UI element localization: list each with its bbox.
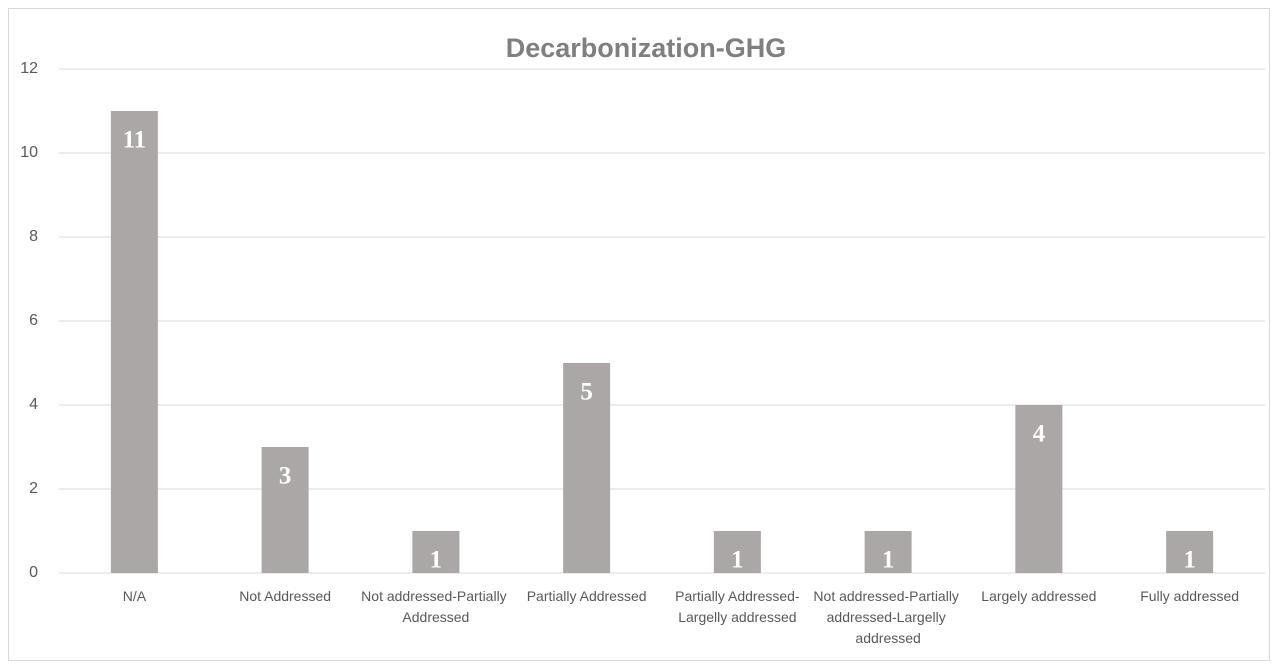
- chart-border: [8, 8, 1270, 661]
- x-tick-label: Not addressed-Partially Addressed: [361, 588, 510, 625]
- bar: [563, 363, 611, 573]
- data-label: 11: [123, 127, 147, 154]
- data-label: 1: [882, 547, 895, 574]
- data-label: 1: [731, 547, 744, 574]
- y-tick-label: 4: [29, 396, 38, 413]
- bar: [864, 531, 912, 573]
- chart-title: Decarbonization-GHG: [506, 33, 787, 63]
- x-tick-label: N/A: [123, 588, 147, 604]
- y-tick-label: 8: [29, 228, 38, 245]
- data-label: 3: [279, 463, 292, 490]
- x-tick-label: Partially Addressed: [527, 588, 647, 604]
- bar: [1015, 405, 1063, 573]
- data-label: 4: [1033, 421, 1046, 448]
- y-tick-label: 10: [20, 144, 38, 161]
- bar: [713, 531, 761, 573]
- y-tick-label: 12: [20, 60, 38, 77]
- y-tick-label: 0: [29, 564, 38, 581]
- data-label: 5: [580, 379, 593, 406]
- bar: [1166, 531, 1214, 573]
- bar: [412, 531, 460, 573]
- x-tick-label: Not Addressed: [239, 588, 331, 604]
- y-tick-label: 6: [29, 312, 38, 329]
- y-tick-label: 2: [29, 480, 38, 497]
- bar: [261, 447, 309, 573]
- data-label: 1: [430, 547, 443, 574]
- x-tick-label: Largely addressed: [981, 588, 1096, 604]
- data-label: 1: [1183, 547, 1196, 574]
- x-tick-label: Partially Addressed-Largelly addressed: [675, 588, 800, 625]
- bar: [110, 111, 158, 573]
- x-tick-label: Not addressed-Partially addressed-Largel…: [813, 588, 962, 646]
- x-tick-label: Fully addressed: [1140, 588, 1239, 604]
